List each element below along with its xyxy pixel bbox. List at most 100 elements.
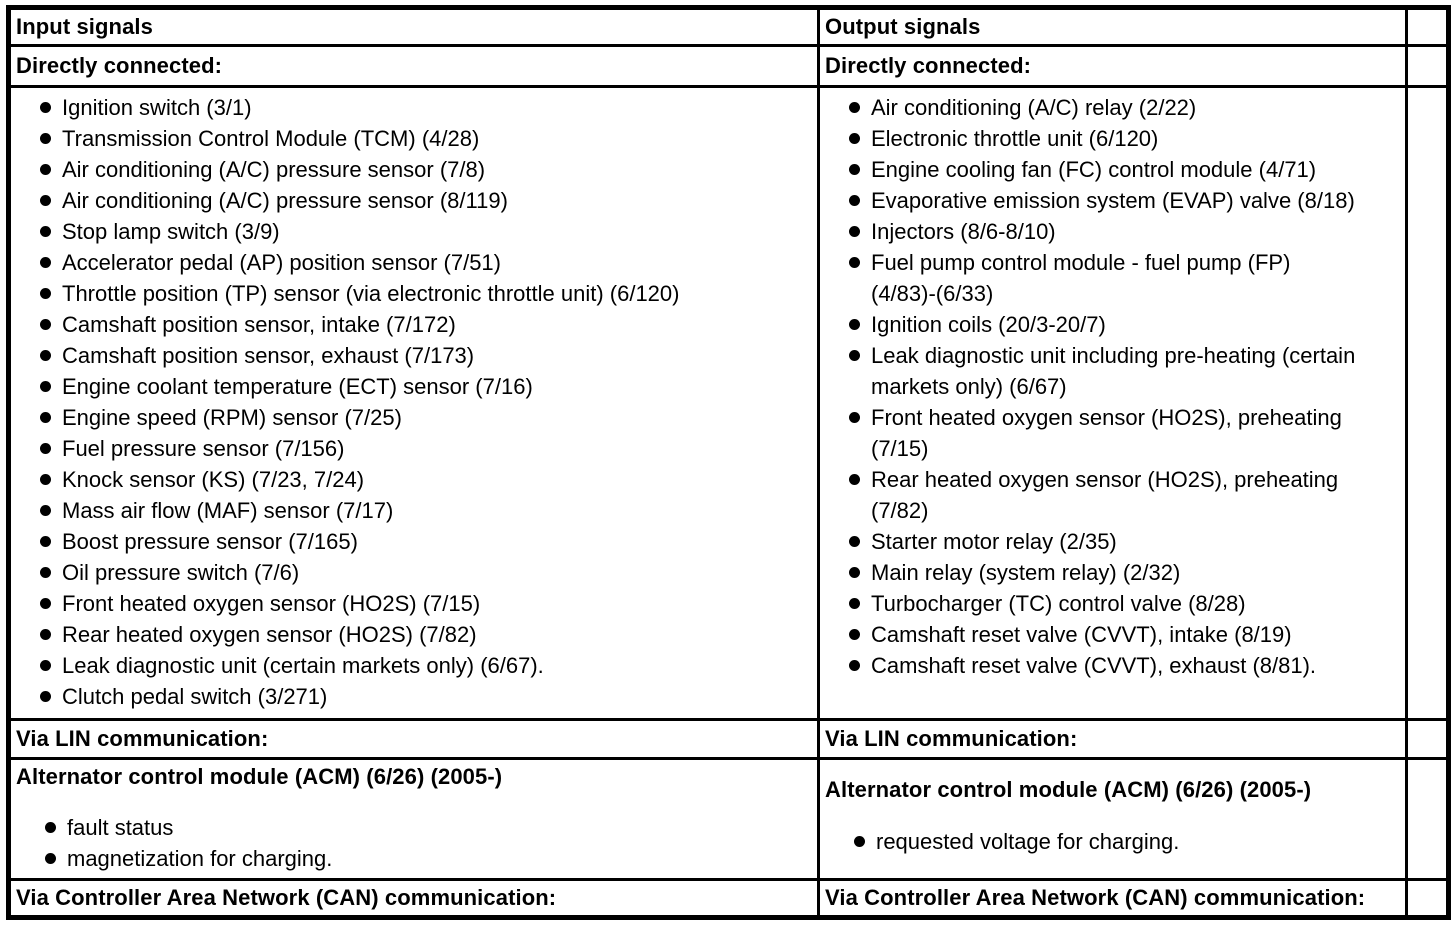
list-item-text: Front heated oxygen sensor (HO2S), prehe… <box>871 405 1342 461</box>
list-item: Throttle position (TP) sensor (via elect… <box>11 278 813 309</box>
list-item: Camshaft reset valve (CVVT), exhaust (8/… <box>820 650 1401 681</box>
list-item: Camshaft position sensor, exhaust (7/173… <box>11 340 813 371</box>
list-item: Injectors (8/6-8/10) <box>820 216 1401 247</box>
output-via-lin-label: Via LIN communication: <box>825 726 1078 751</box>
list-item: Engine coolant temperature (ECT) sensor … <box>11 371 813 402</box>
list-item: Ignition switch (3/1) <box>11 92 813 123</box>
list-item-text: Leak diagnostic unit (certain markets on… <box>62 653 544 678</box>
input-directly-connected-label-cell: Directly connected: <box>11 47 817 85</box>
bullet-icon <box>40 412 51 423</box>
bullet-icon <box>849 319 860 330</box>
list-item: Fuel pressure sensor (7/156) <box>11 433 813 464</box>
bullet-icon <box>40 288 51 299</box>
bullet-icon <box>849 598 860 609</box>
list-item-text: Rear heated oxygen sensor (HO2S), prehea… <box>871 467 1339 523</box>
list-item-text: requested voltage for charging. <box>876 829 1180 854</box>
list-item-text: Rear heated oxygen sensor (HO2S) (7/82) <box>62 622 477 647</box>
list-item-text: magnetization for charging. <box>67 846 333 871</box>
list-item-text: Stop lamp switch (3/9) <box>62 219 280 244</box>
bullet-icon <box>40 319 51 330</box>
list-item-text: Camshaft reset valve (CVVT), intake (8/1… <box>871 622 1292 647</box>
output-acm-module-cell: Alternator control module (ACM) (6/26) (… <box>820 760 1405 878</box>
list-item-text: Oil pressure switch (7/6) <box>62 560 300 585</box>
list-item-text: Mass air flow (MAF) sensor (7/17) <box>62 498 394 523</box>
list-item-text: Throttle position (TP) sensor (via elect… <box>62 281 680 306</box>
bullet-icon <box>849 226 860 237</box>
bullet-icon <box>40 257 51 268</box>
list-item-text: Ignition switch (3/1) <box>62 95 252 120</box>
list-item: Air conditioning (A/C) pressure sensor (… <box>11 154 813 185</box>
output-acm-module-title: Alternator control module (ACM) (6/26) (… <box>825 777 1312 802</box>
bullet-icon <box>40 164 51 175</box>
input-directly-connected-label: Directly connected: <box>16 53 223 78</box>
input-acm-module-title: Alternator control module (ACM) (6/26) (… <box>16 764 503 789</box>
list-item-text: Air conditioning (A/C) pressure sensor (… <box>62 157 486 182</box>
bullet-icon <box>40 629 51 640</box>
list-item: Air conditioning (A/C) relay (2/22) <box>820 92 1401 123</box>
list-item: Boost pressure sensor (7/165) <box>11 526 813 557</box>
bullet-icon <box>849 133 860 144</box>
list-item: Front heated oxygen sensor (HO2S), prehe… <box>820 402 1401 464</box>
spacer-cell <box>1408 88 1446 718</box>
bullet-icon <box>40 505 51 516</box>
output-signals-header: Output signals <box>825 14 981 39</box>
list-item-text: Electronic throttle unit (6/120) <box>871 126 1159 151</box>
list-item-text: Boost pressure sensor (7/165) <box>62 529 358 554</box>
list-item-text: Main relay (system relay) (2/32) <box>871 560 1181 585</box>
list-item: Camshaft reset valve (CVVT), intake (8/1… <box>820 619 1401 650</box>
list-item-text: Clutch pedal switch (3/271) <box>62 684 328 709</box>
bullet-icon <box>849 412 860 423</box>
list-item: Evaporative emission system (EVAP) valve… <box>820 185 1401 216</box>
list-item: Accelerator pedal (AP) position sensor (… <box>11 247 813 278</box>
list-item: Engine cooling fan (FC) control module (… <box>820 154 1401 185</box>
output-directly-connected-label: Directly connected: <box>825 53 1032 78</box>
list-item: Main relay (system relay) (2/32) <box>820 557 1401 588</box>
list-item-text: Front heated oxygen sensor (HO2S) (7/15) <box>62 591 481 616</box>
list-item-text: Leak diagnostic unit including pre-heati… <box>871 343 1356 399</box>
output-directly-connected-label-cell: Directly connected: <box>820 47 1405 85</box>
list-item: requested voltage for charging. <box>825 826 1399 857</box>
list-item: Oil pressure switch (7/6) <box>11 557 813 588</box>
list-item-text: Camshaft position sensor, intake (7/172) <box>62 312 456 337</box>
list-item: Leak diagnostic unit (certain markets on… <box>11 650 813 681</box>
list-item-text: Engine speed (RPM) sensor (7/25) <box>62 405 402 430</box>
spacer-cell <box>1408 760 1446 878</box>
input-acm-list: fault status magnetization for charging. <box>16 812 811 874</box>
bullet-icon <box>40 567 51 578</box>
list-item-text: Evaporative emission system (EVAP) valve… <box>871 188 1355 213</box>
list-item: Transmission Control Module (TCM) (4/28) <box>11 123 813 154</box>
output-via-can-label-cell: Via Controller Area Network (CAN) commun… <box>820 881 1405 915</box>
bullet-icon <box>40 195 51 206</box>
list-item: Engine speed (RPM) sensor (7/25) <box>11 402 813 433</box>
list-item: Rear heated oxygen sensor (HO2S) (7/82) <box>11 619 813 650</box>
list-item-text: Camshaft reset valve (CVVT), exhaust (8/… <box>871 653 1317 678</box>
signals-table: Input signals Output signals Directly co… <box>6 5 1451 920</box>
list-item-text: Air conditioning (A/C) relay (2/22) <box>871 95 1197 120</box>
list-item: Electronic throttle unit (6/120) <box>820 123 1401 154</box>
bullet-icon <box>40 350 51 361</box>
bullet-icon <box>849 164 860 175</box>
spacer-cell <box>1408 721 1446 757</box>
list-item-text: Camshaft position sensor, exhaust (7/173… <box>62 343 475 368</box>
list-item: Clutch pedal switch (3/271) <box>11 681 813 712</box>
list-item: Camshaft position sensor, intake (7/172) <box>11 309 813 340</box>
input-directly-connected-list: Ignition switch (3/1) Transmission Contr… <box>11 88 817 712</box>
bullet-icon <box>40 474 51 485</box>
bullet-icon <box>40 443 51 454</box>
bullet-icon <box>849 660 860 671</box>
bullet-icon <box>40 102 51 113</box>
input-directly-connected-list-cell: Ignition switch (3/1) Transmission Contr… <box>11 88 817 718</box>
bullet-icon <box>849 567 860 578</box>
list-item-text: Turbocharger (TC) control valve (8/28) <box>871 591 1246 616</box>
output-via-can-label: Via Controller Area Network (CAN) commun… <box>825 885 1366 910</box>
list-item-text: Air conditioning (A/C) pressure sensor (… <box>62 188 508 213</box>
list-item-text: Knock sensor (KS) (7/23, 7/24) <box>62 467 365 492</box>
list-item-text: fault status <box>67 815 174 840</box>
list-item-text: Transmission Control Module (TCM) (4/28) <box>62 126 480 151</box>
spacer-cell <box>1408 881 1446 915</box>
input-via-lin-label-cell: Via LIN communication: <box>11 721 817 757</box>
list-item-text: Starter motor relay (2/35) <box>871 529 1117 554</box>
bullet-icon <box>40 226 51 237</box>
bullet-icon <box>854 836 865 847</box>
bullet-icon <box>849 629 860 640</box>
